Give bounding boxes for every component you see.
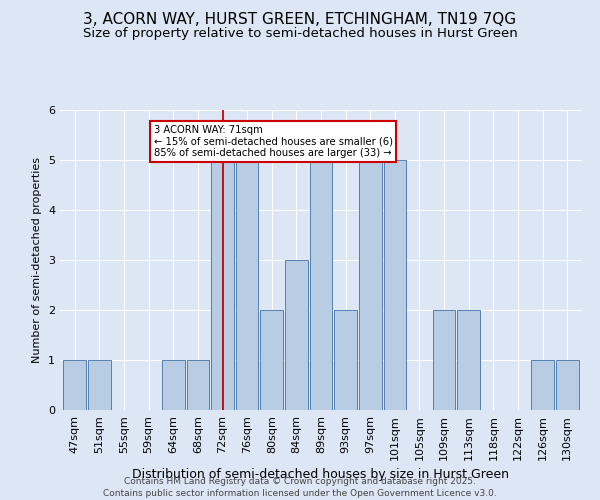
Bar [531,360,554,410]
Bar [334,310,357,410]
Text: Contains public sector information licensed under the Open Government Licence v3: Contains public sector information licen… [103,489,497,498]
Bar [187,360,209,410]
Text: 3, ACORN WAY, HURST GREEN, ETCHINGHAM, TN19 7QG: 3, ACORN WAY, HURST GREEN, ETCHINGHAM, T… [83,12,517,28]
Bar [285,260,308,410]
Bar [211,160,234,410]
X-axis label: Distribution of semi-detached houses by size in Hurst Green: Distribution of semi-detached houses by … [133,468,509,481]
Text: 3 ACORN WAY: 71sqm
← 15% of semi-detached houses are smaller (6)
85% of semi-det: 3 ACORN WAY: 71sqm ← 15% of semi-detache… [154,125,392,158]
Bar [88,360,111,410]
Text: Size of property relative to semi-detached houses in Hurst Green: Size of property relative to semi-detach… [83,28,517,40]
Bar [162,360,185,410]
Bar [457,310,480,410]
Bar [383,160,406,410]
Y-axis label: Number of semi-detached properties: Number of semi-detached properties [32,157,43,363]
Bar [359,160,382,410]
Bar [556,360,578,410]
Bar [236,160,259,410]
Bar [310,160,332,410]
Text: Contains HM Land Registry data © Crown copyright and database right 2025.: Contains HM Land Registry data © Crown c… [124,478,476,486]
Bar [260,310,283,410]
Bar [64,360,86,410]
Bar [433,310,455,410]
